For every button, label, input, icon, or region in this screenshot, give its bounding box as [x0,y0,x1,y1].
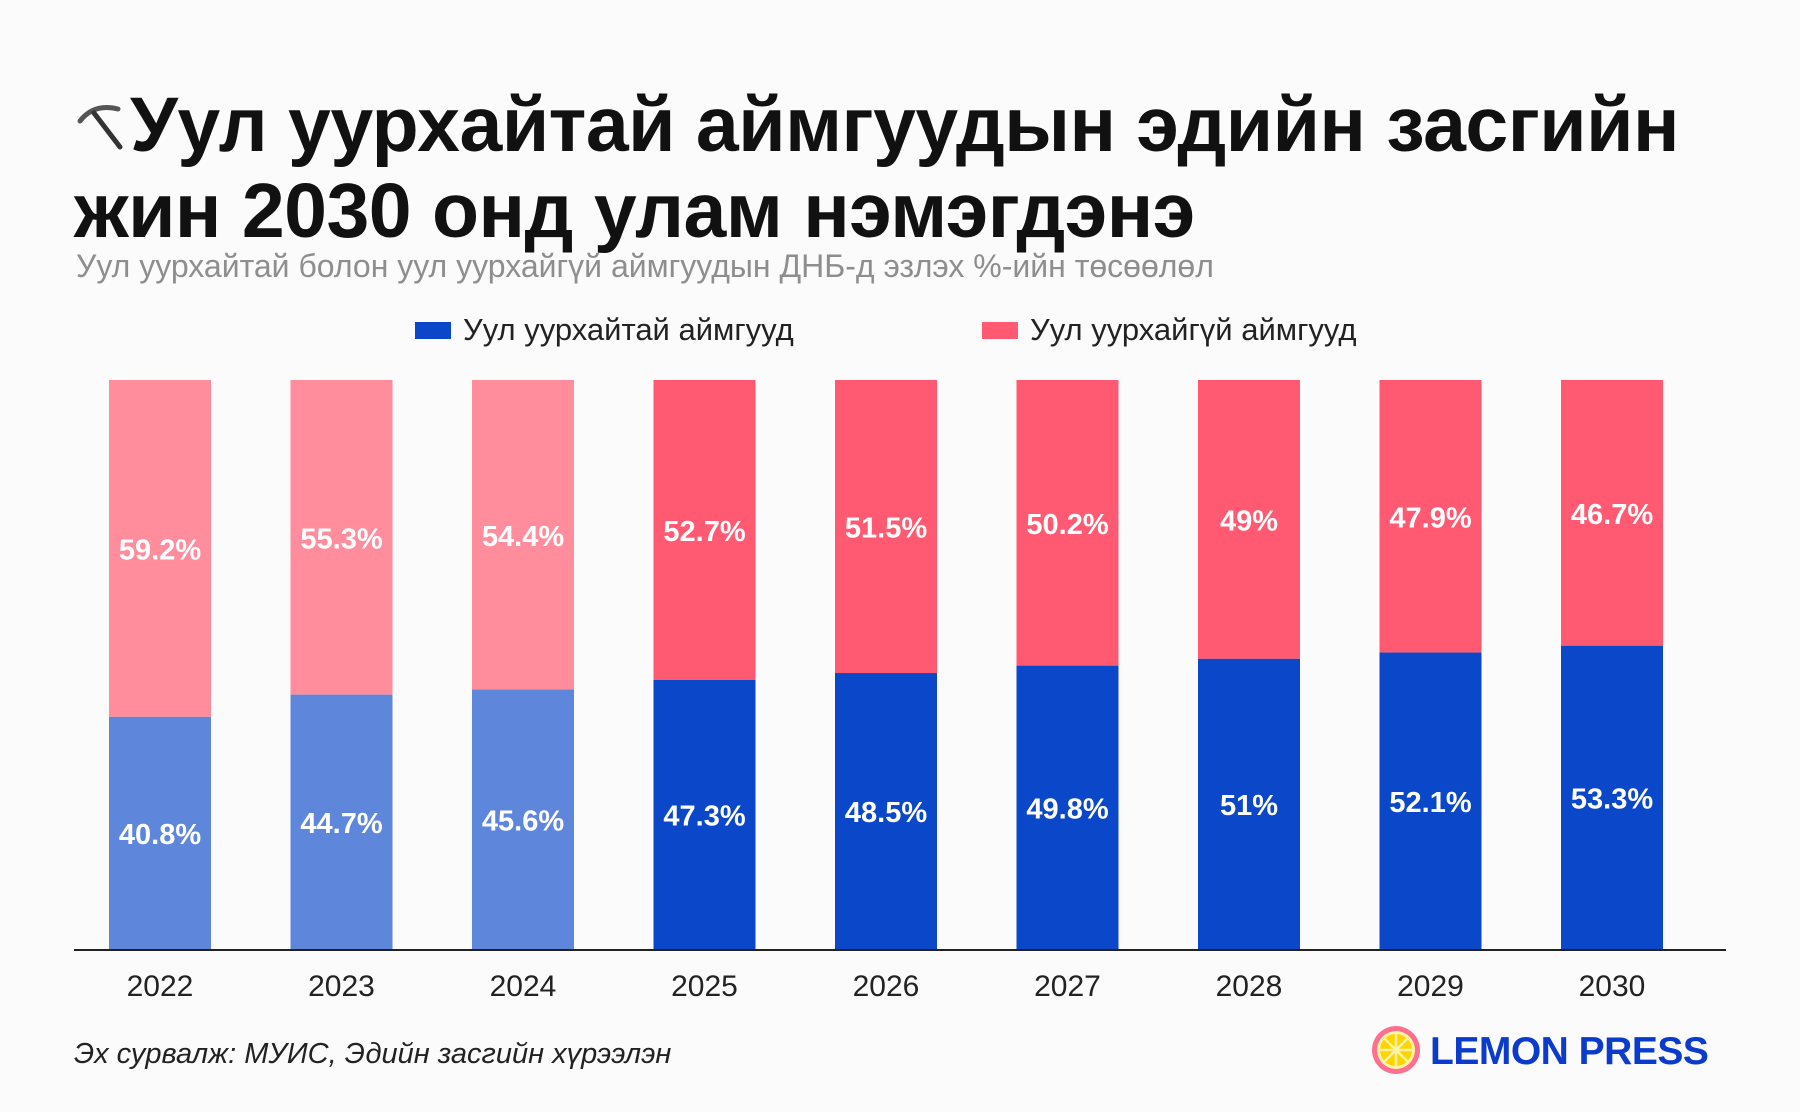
data-label-mining-2028: 51% [1220,790,1278,822]
x-tick-label-2029: 2029 [1397,970,1464,1003]
data-label-mining-2026: 48.5% [845,797,927,829]
data-label-mining-2024: 45.6% [482,805,564,837]
chart-title: Уул уурхайтай аймгуудын эдийн засгийн жи… [74,82,1734,254]
lemon-press-logo: LEMON PRESS [1370,1024,1709,1081]
legend-swatch-nonmining [982,321,1018,339]
bar-mining-2028 [1198,658,1300,949]
bar-nonmining-2023 [290,380,393,695]
data-label-mining-2029: 52.1% [1389,787,1471,819]
bar-nonmining-2022 [109,380,211,717]
legend-label-nonmining: Уул уурхайгүй аймгууд [1030,312,1357,347]
bar-mining-2022 [109,716,211,949]
data-label-mining-2025: 47.3% [663,800,745,832]
legend: Уул уурхайтай аймгууд Уул уурхайгүй аймг… [0,308,1800,352]
data-label-mining-2027: 49.8% [1026,793,1108,825]
bar-nonmining-2024 [472,380,574,690]
chart-title-text: Уул уурхайтай аймгуудын эдийн засгийн жи… [74,82,1679,254]
x-tick-label-2030: 2030 [1579,970,1646,1003]
bar-nonmining-2029 [1379,380,1482,653]
data-label-nonmining-2028: 49% [1220,505,1278,537]
chart-subtitle: Уул уурхайтай болон уул уурхайгүй аймгуу… [76,248,1214,284]
x-tick-label-2024: 2024 [490,970,557,1003]
bar-mining-2023 [290,694,393,949]
data-label-nonmining-2029: 47.9% [1389,502,1471,534]
data-label-mining-2022: 40.8% [119,819,201,851]
bar-mining-2027 [1016,665,1119,949]
x-tick-label-2025: 2025 [671,970,738,1003]
logo-text: LEMON PRESS [1430,1030,1709,1073]
data-label-mining-2023: 44.7% [300,808,382,840]
bar-nonmining-2025 [653,380,756,680]
legend-item-mining: Уул уурхайтай аймгууд [415,308,794,352]
x-tick-label-2027: 2027 [1034,970,1101,1003]
data-label-nonmining-2030: 46.7% [1571,499,1653,531]
bar-mining-2025 [653,679,756,949]
bar-mining-2029 [1379,652,1482,949]
legend-item-nonmining: Уул уурхайгүй аймгууд [982,308,1356,352]
bar-mining-2024 [472,689,574,949]
data-label-nonmining-2022: 59.2% [119,534,201,566]
x-tick-label-2022: 2022 [127,970,194,1003]
x-tick-label-2023: 2023 [308,970,375,1003]
lemon-slice-icon [1370,1024,1422,1081]
bar-mining-2026 [835,673,937,949]
data-label-nonmining-2024: 54.4% [482,521,564,553]
data-label-nonmining-2025: 52.7% [663,516,745,548]
bar-nonmining-2030 [1561,380,1663,646]
bar-mining-2030 [1561,645,1663,949]
data-label-nonmining-2026: 51.5% [845,513,927,545]
legend-swatch-mining [415,321,451,339]
x-tick-label-2028: 2028 [1216,970,1283,1003]
bar-nonmining-2026 [835,380,937,674]
bar-nonmining-2028 [1198,380,1300,659]
data-label-nonmining-2027: 50.2% [1026,509,1108,541]
data-label-nonmining-2023: 55.3% [300,523,382,555]
pickaxe-icon [74,84,126,150]
x-tick-label-2026: 2026 [853,970,920,1003]
data-label-mining-2030: 53.3% [1571,783,1653,815]
legend-label-mining: Уул уурхайтай аймгууд [463,312,794,347]
bar-nonmining-2027 [1016,380,1119,666]
source-note: Эх сурвалж: МУИС, Эдийн засгийн хүрээлэн [74,1038,672,1070]
